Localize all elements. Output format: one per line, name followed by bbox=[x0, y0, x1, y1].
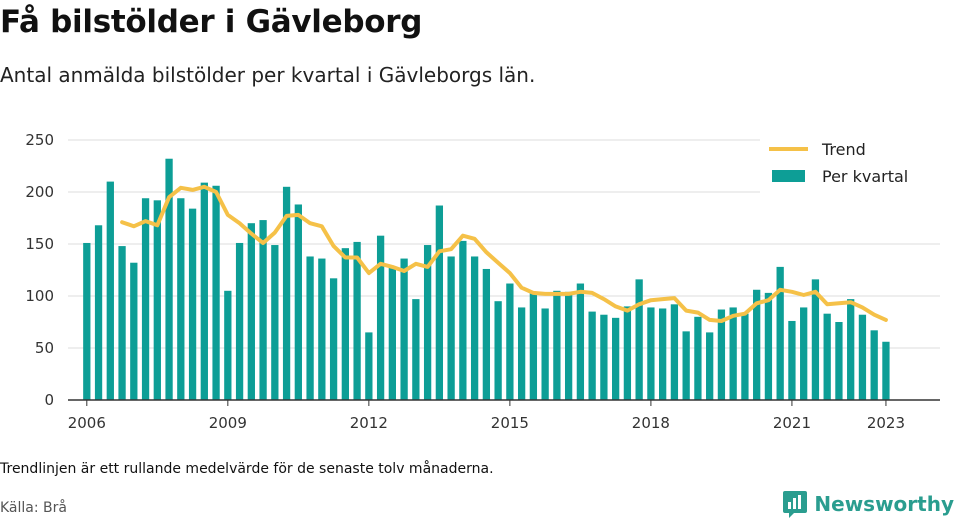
bar bbox=[153, 200, 161, 400]
bar bbox=[494, 301, 502, 400]
bar bbox=[353, 241, 361, 400]
bar bbox=[588, 311, 596, 400]
bar bbox=[412, 299, 420, 400]
bar bbox=[506, 283, 514, 400]
bar bbox=[423, 245, 432, 400]
bar bbox=[376, 235, 385, 400]
y-tick-label: 250 bbox=[25, 131, 54, 149]
bar bbox=[729, 307, 737, 400]
bar bbox=[447, 256, 455, 400]
legend-label-bars: Per kvartal bbox=[822, 167, 908, 186]
bar bbox=[682, 331, 690, 400]
bar bbox=[800, 307, 808, 400]
bar bbox=[365, 332, 373, 400]
bar bbox=[177, 198, 185, 400]
bar bbox=[670, 304, 679, 400]
bar bbox=[835, 322, 843, 400]
bar bbox=[717, 309, 726, 400]
y-tick-label: 100 bbox=[25, 287, 54, 305]
bar bbox=[94, 225, 103, 400]
bar bbox=[847, 299, 855, 400]
bar bbox=[706, 332, 714, 400]
x-tick-label: 2012 bbox=[350, 414, 388, 432]
bar bbox=[329, 278, 338, 400]
bar bbox=[106, 181, 114, 400]
source-credit: Källa: Brå bbox=[0, 500, 67, 516]
trend-line bbox=[120, 184, 888, 323]
bar bbox=[517, 307, 526, 400]
bar bbox=[858, 314, 867, 400]
bar bbox=[459, 240, 467, 400]
bar bbox=[576, 283, 585, 400]
footnote: Trendlinjen är ett rullande medelvärde f… bbox=[0, 461, 494, 477]
x-tick-label: 2018 bbox=[632, 414, 670, 432]
bar bbox=[564, 291, 573, 400]
chart-title: Få bilstölder i Gävleborg bbox=[0, 4, 423, 40]
bar bbox=[647, 307, 655, 400]
y-tick-label: 150 bbox=[25, 235, 54, 253]
bar-series bbox=[83, 158, 890, 400]
bar bbox=[435, 205, 444, 400]
bar bbox=[118, 246, 126, 400]
legend-label-trend: Trend bbox=[821, 140, 866, 159]
bar bbox=[224, 290, 232, 400]
bar-line-chart: 0 50 100 150 200 250 2006 2009 2012 2015 2018 2021 2… bbox=[25, 131, 940, 432]
bar bbox=[165, 158, 173, 400]
bar bbox=[247, 223, 255, 400]
bar bbox=[271, 245, 279, 400]
x-tick-label: 2006 bbox=[68, 414, 106, 432]
bar bbox=[259, 220, 267, 400]
brand-name: Newsworthy bbox=[814, 492, 954, 516]
bar bbox=[823, 313, 831, 400]
bar bbox=[870, 330, 878, 400]
bar bbox=[776, 266, 784, 400]
bar bbox=[612, 317, 620, 400]
legend: Trend Per kvartal bbox=[760, 134, 940, 194]
legend-swatch-bars bbox=[772, 170, 805, 182]
bar bbox=[529, 292, 538, 400]
x-tick-label: 2015 bbox=[491, 414, 529, 432]
bar bbox=[188, 208, 197, 400]
bar bbox=[600, 314, 608, 400]
y-tick-label: 50 bbox=[35, 339, 54, 357]
bar bbox=[388, 266, 396, 400]
bar bbox=[130, 262, 138, 400]
bar bbox=[788, 320, 796, 400]
bar bbox=[341, 248, 349, 400]
y-tick-label: 200 bbox=[25, 183, 54, 201]
chart-subtitle: Antal anmälda bilstölder per kvartal i G… bbox=[0, 63, 536, 87]
newsworthy-logo[interactable]: Newsworthy bbox=[782, 489, 954, 519]
bar bbox=[882, 341, 890, 400]
axes: 0 50 100 150 200 250 2006 2009 2012 2015 2018 2021 2… bbox=[25, 131, 940, 432]
bar bbox=[235, 242, 244, 400]
bar bbox=[212, 185, 220, 400]
bar bbox=[741, 313, 749, 400]
bar bbox=[470, 256, 479, 400]
bar bbox=[294, 204, 302, 400]
bar bbox=[482, 268, 491, 400]
bar bbox=[83, 242, 91, 400]
trend-series bbox=[120, 184, 888, 323]
bar bbox=[635, 279, 643, 400]
bar bbox=[541, 308, 549, 400]
bar bbox=[200, 182, 208, 400]
bar bbox=[318, 258, 326, 400]
bar bbox=[282, 186, 291, 400]
bar bbox=[623, 306, 632, 400]
bar bbox=[811, 279, 820, 400]
bar bbox=[753, 289, 761, 400]
x-tick-label: 2023 bbox=[867, 414, 905, 432]
bar bbox=[553, 290, 561, 400]
y-tick-label: 0 bbox=[44, 391, 54, 409]
x-tick-label: 2009 bbox=[209, 414, 247, 432]
bar bbox=[306, 256, 314, 400]
bar bbox=[659, 308, 667, 400]
bar-chart-icon bbox=[783, 491, 808, 518]
bar bbox=[141, 198, 150, 400]
x-tick-label: 2021 bbox=[773, 414, 811, 432]
bar bbox=[694, 316, 702, 400]
bar bbox=[400, 258, 408, 400]
bar bbox=[764, 292, 773, 400]
